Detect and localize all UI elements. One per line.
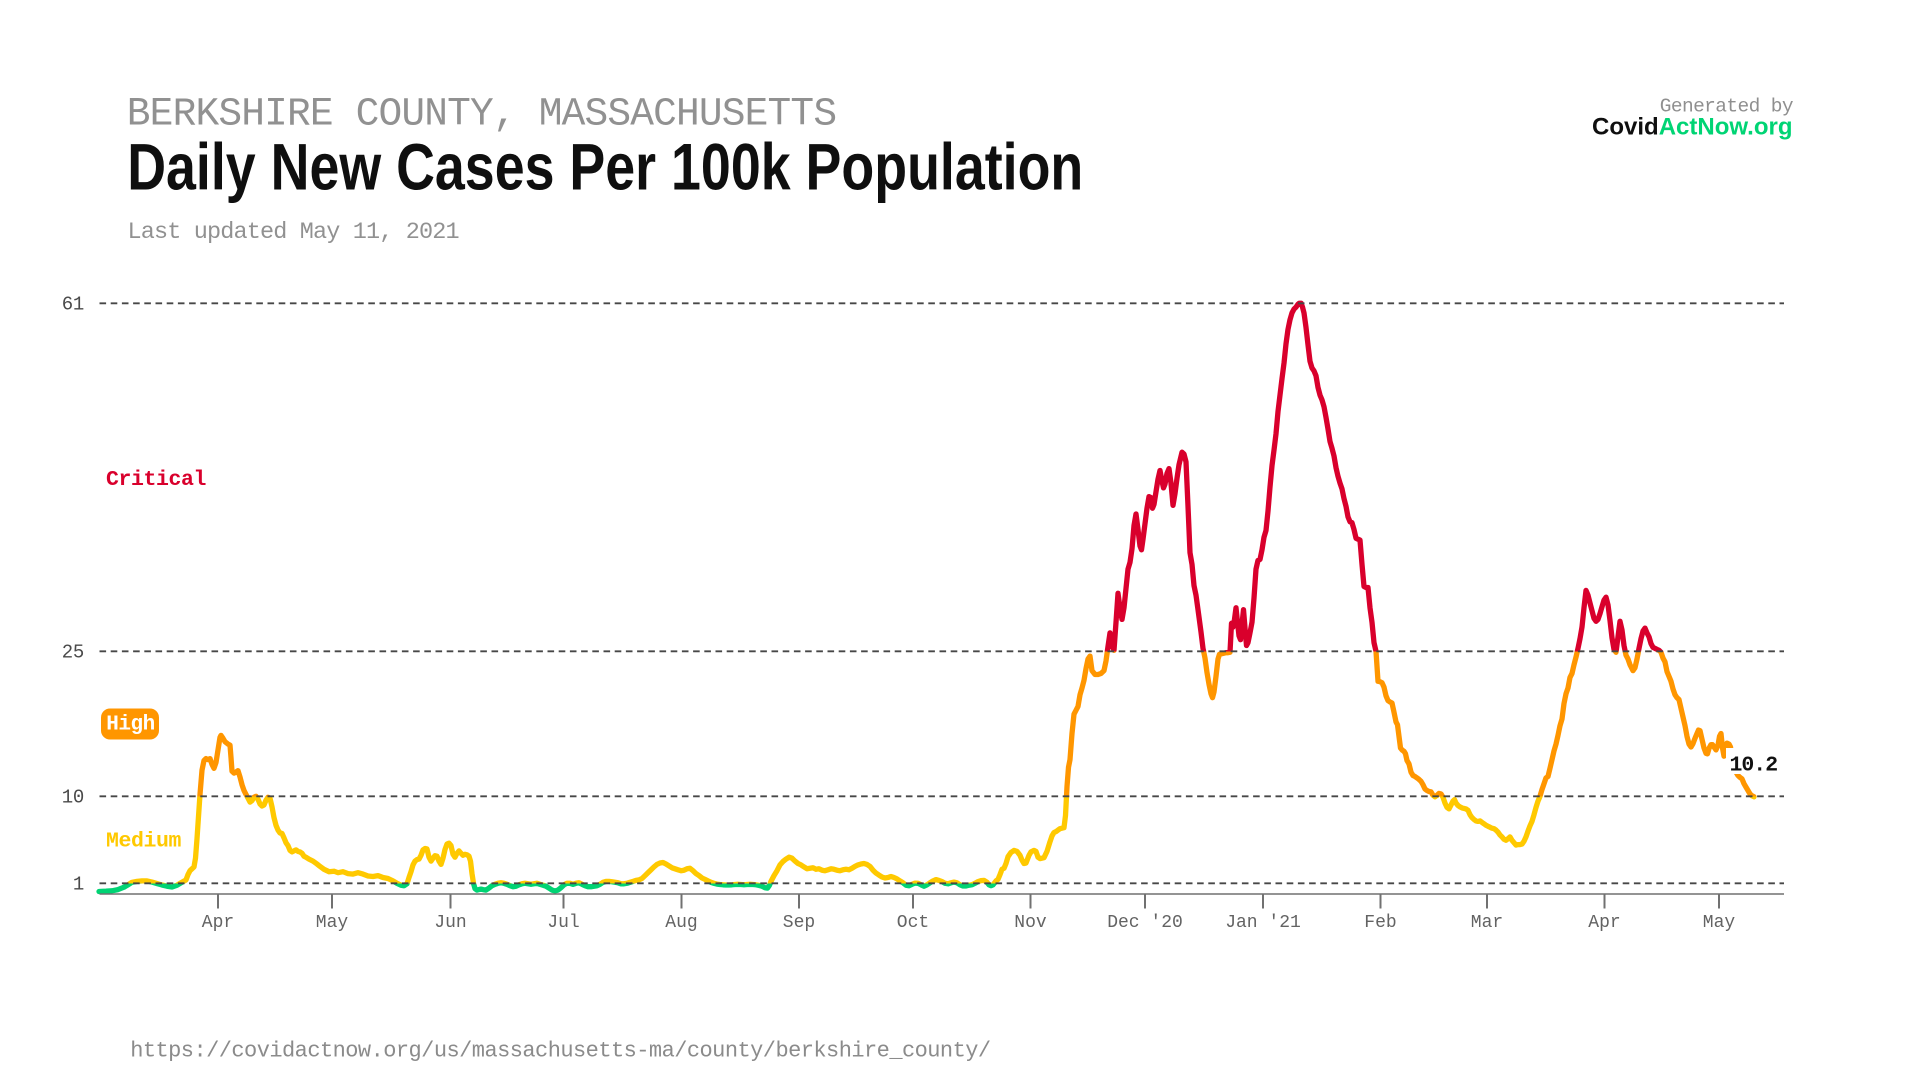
svg-text:10: 10: [62, 787, 84, 809]
svg-text:Daily New Cases Per 100k Popul: Daily New Cases Per 100k Population: [127, 130, 1083, 203]
svg-text:Jun: Jun: [434, 913, 466, 933]
svg-text:Sep: Sep: [783, 913, 815, 933]
svg-text:Jul: Jul: [547, 913, 579, 933]
svg-text:Generated by: Generated by: [1660, 96, 1794, 118]
svg-text:Aug: Aug: [665, 913, 697, 933]
svg-text:CovidActNow.org: CovidActNow.org: [1592, 114, 1792, 141]
svg-text:May: May: [316, 913, 349, 933]
svg-text:61: 61: [62, 294, 84, 316]
svg-text:Medium: Medium: [106, 830, 182, 854]
svg-text:BERKSHIRE COUNTY, MASSACHUSETT: BERKSHIRE COUNTY, MASSACHUSETTS: [127, 91, 836, 136]
svg-text:High: High: [106, 713, 155, 736]
svg-text:May: May: [1703, 913, 1736, 933]
svg-text:Apr: Apr: [1588, 913, 1620, 933]
svg-text:Dec '20: Dec '20: [1107, 913, 1183, 933]
svg-text:Feb: Feb: [1364, 913, 1396, 933]
svg-text:1: 1: [73, 874, 84, 896]
svg-text:https://covidactnow.org/us/mas: https://covidactnow.org/us/massachusetts…: [130, 1038, 990, 1063]
svg-text:10.2: 10.2: [1730, 753, 1778, 777]
svg-text:25: 25: [62, 642, 84, 664]
svg-text:Last updated May 11, 2021: Last updated May 11, 2021: [128, 219, 459, 246]
svg-text:Mar: Mar: [1471, 913, 1503, 933]
svg-text:Jan '21: Jan '21: [1225, 913, 1301, 933]
svg-text:Oct: Oct: [897, 913, 929, 933]
svg-text:Critical: Critical: [106, 468, 207, 492]
svg-text:Nov: Nov: [1014, 913, 1047, 933]
svg-text:Apr: Apr: [202, 913, 234, 933]
